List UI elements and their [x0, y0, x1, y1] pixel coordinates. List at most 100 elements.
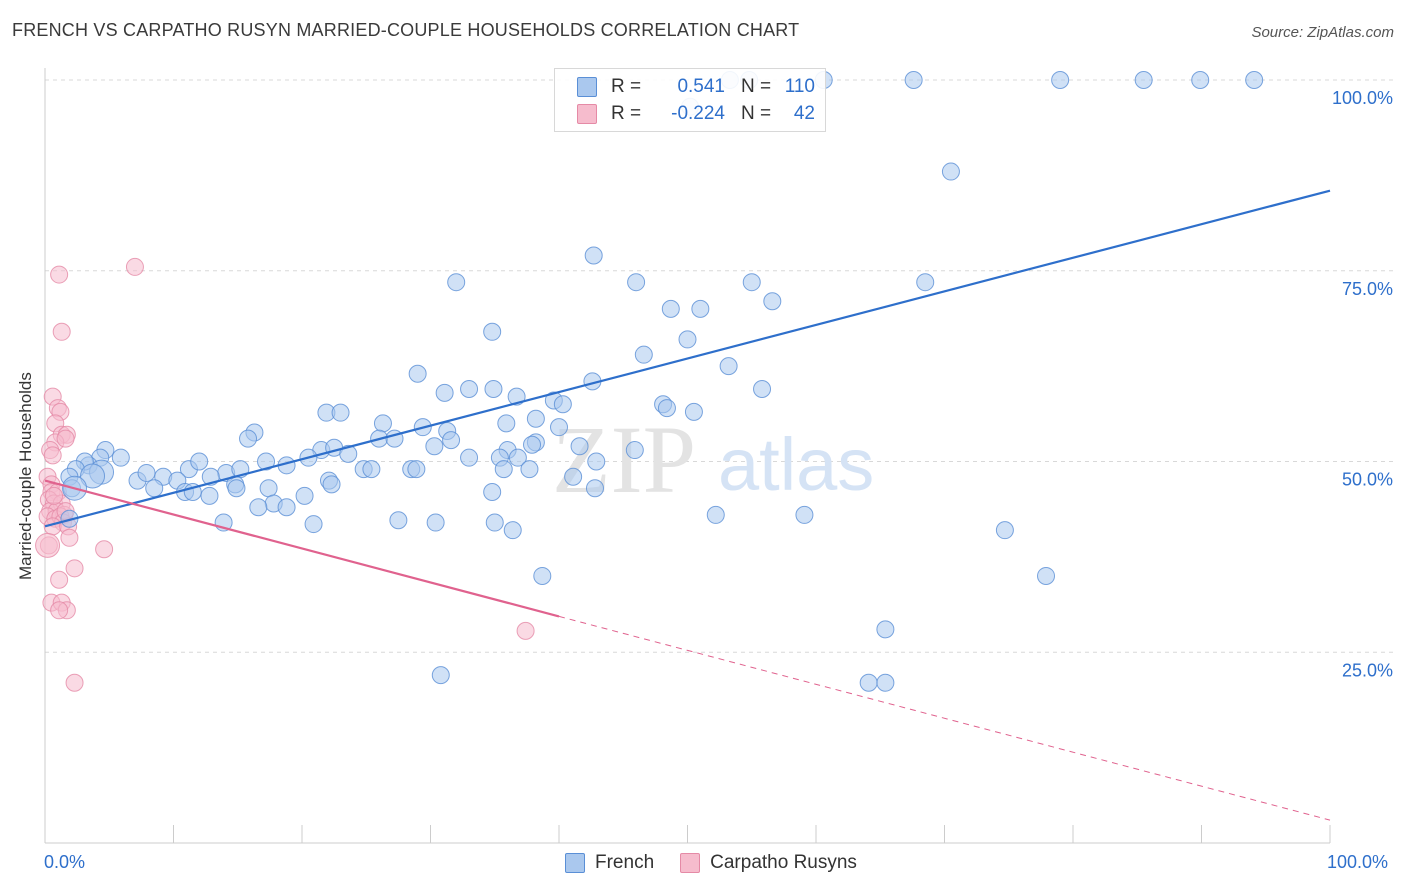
- y-tick-label: 75.0%: [1342, 279, 1393, 299]
- french-point: [508, 448, 527, 467]
- french-point: [497, 414, 516, 433]
- french-point: [763, 292, 782, 311]
- trend-lines: [44, 189, 1331, 821]
- french-point: [719, 357, 738, 376]
- french-point: [295, 486, 314, 505]
- french-point: [257, 452, 276, 471]
- french-point: [200, 486, 219, 505]
- french-point: [322, 475, 341, 494]
- french-point: [494, 460, 513, 479]
- french-point: [249, 498, 268, 517]
- french-point: [876, 620, 895, 639]
- french-point: [520, 460, 539, 479]
- rusyn-point: [65, 559, 84, 578]
- french-point: [485, 513, 504, 532]
- french-point: [570, 437, 589, 456]
- french-point: [526, 409, 545, 428]
- rusyn-point: [35, 532, 61, 558]
- y-tick-label: 100.0%: [1332, 88, 1393, 108]
- legend-row-french: R = 0.541 N = 110: [577, 75, 815, 99]
- french-point: [585, 479, 604, 498]
- french-point: [407, 460, 426, 479]
- n-value: 42: [793, 103, 815, 124]
- french-point: [389, 511, 408, 530]
- r-label: R =: [611, 76, 642, 97]
- x-tick-label-max: 100.0%: [1327, 852, 1389, 872]
- french-legend-swatch: [565, 853, 585, 873]
- french-point: [564, 467, 583, 486]
- french-point: [584, 246, 603, 265]
- french-point: [742, 273, 761, 292]
- french-point: [859, 673, 878, 692]
- legend-label-french: French: [595, 852, 655, 873]
- french-point: [425, 437, 444, 456]
- french-point: [339, 444, 358, 463]
- french-point: [1134, 71, 1153, 89]
- french-point: [550, 418, 568, 437]
- rusyn-point: [52, 322, 71, 341]
- french-point: [431, 666, 450, 685]
- y-tick-labels: 25.0% 50.0% 75.0% 100.0%: [1332, 88, 1393, 680]
- rusyn-trend-line-projection: [558, 615, 1331, 821]
- chart-title: FRENCH VS CARPATHO RUSYN MARRIED-COUPLE …: [12, 20, 800, 40]
- rusyn-point: [516, 621, 535, 640]
- rusyn-point: [95, 540, 114, 559]
- n-label: N =: [741, 76, 772, 97]
- french-point: [684, 402, 703, 421]
- french-point: [795, 505, 814, 524]
- french-point: [111, 448, 130, 467]
- rusyn-point: [125, 257, 144, 276]
- french-point: [137, 463, 156, 482]
- rusyn-swatch: [577, 104, 597, 124]
- french-point: [941, 162, 960, 181]
- legend-label-rusyn: Carpatho Rusyns: [710, 852, 857, 873]
- french-point: [523, 435, 542, 454]
- n-value: 110: [784, 76, 815, 97]
- legend-item-rusyn: Carpatho Rusyns: [680, 852, 857, 874]
- french-point: [239, 429, 258, 448]
- french-point: [657, 399, 676, 418]
- rusyn-trend-line: [44, 479, 560, 618]
- legend-row-rusyn: R = -0.224 N = 42: [577, 102, 815, 126]
- series-legend: French Carpatho Rusyns: [565, 852, 883, 874]
- rusyn-point: [65, 673, 84, 692]
- rusyn-point: [60, 528, 79, 547]
- french-point: [678, 330, 697, 349]
- rusyn-point: [50, 570, 69, 589]
- french-point: [995, 521, 1014, 540]
- french-point: [447, 273, 466, 292]
- french-point: [435, 383, 454, 402]
- french-point: [634, 345, 653, 364]
- y-tick-label: 25.0%: [1342, 660, 1393, 680]
- french-points: [60, 71, 1264, 692]
- french-point: [503, 521, 522, 540]
- french-point: [460, 380, 479, 399]
- y-tick-label: 50.0%: [1342, 470, 1393, 490]
- stats-legend: R = 0.541 N = 110 R = -0.224 N = 42: [554, 68, 826, 132]
- french-point: [190, 452, 209, 471]
- rusyn-point: [44, 486, 63, 505]
- rusyn-point: [43, 446, 62, 465]
- watermark-zip: ZIP: [552, 406, 696, 513]
- french-point: [426, 513, 445, 532]
- n-label: N =: [741, 103, 772, 124]
- french-point: [1051, 71, 1070, 89]
- french-point: [904, 71, 923, 89]
- x-tick-label-min: 0.0%: [44, 852, 86, 872]
- french-point: [460, 448, 479, 467]
- rusyn-point: [56, 429, 75, 448]
- r-value: 0.541: [677, 76, 725, 97]
- french-point: [304, 515, 323, 534]
- french-point: [483, 322, 502, 341]
- french-point: [625, 441, 644, 460]
- french-point: [627, 273, 646, 292]
- french-point: [259, 479, 278, 498]
- watermark: ZIP atlas: [552, 406, 874, 513]
- french-point: [1245, 71, 1264, 89]
- watermark-atlas: atlas: [718, 423, 874, 506]
- rusyn-legend-swatch: [680, 853, 701, 873]
- r-value: -0.224: [671, 103, 725, 124]
- french-point: [706, 505, 725, 524]
- french-swatch: [577, 77, 597, 97]
- french-point: [362, 460, 381, 479]
